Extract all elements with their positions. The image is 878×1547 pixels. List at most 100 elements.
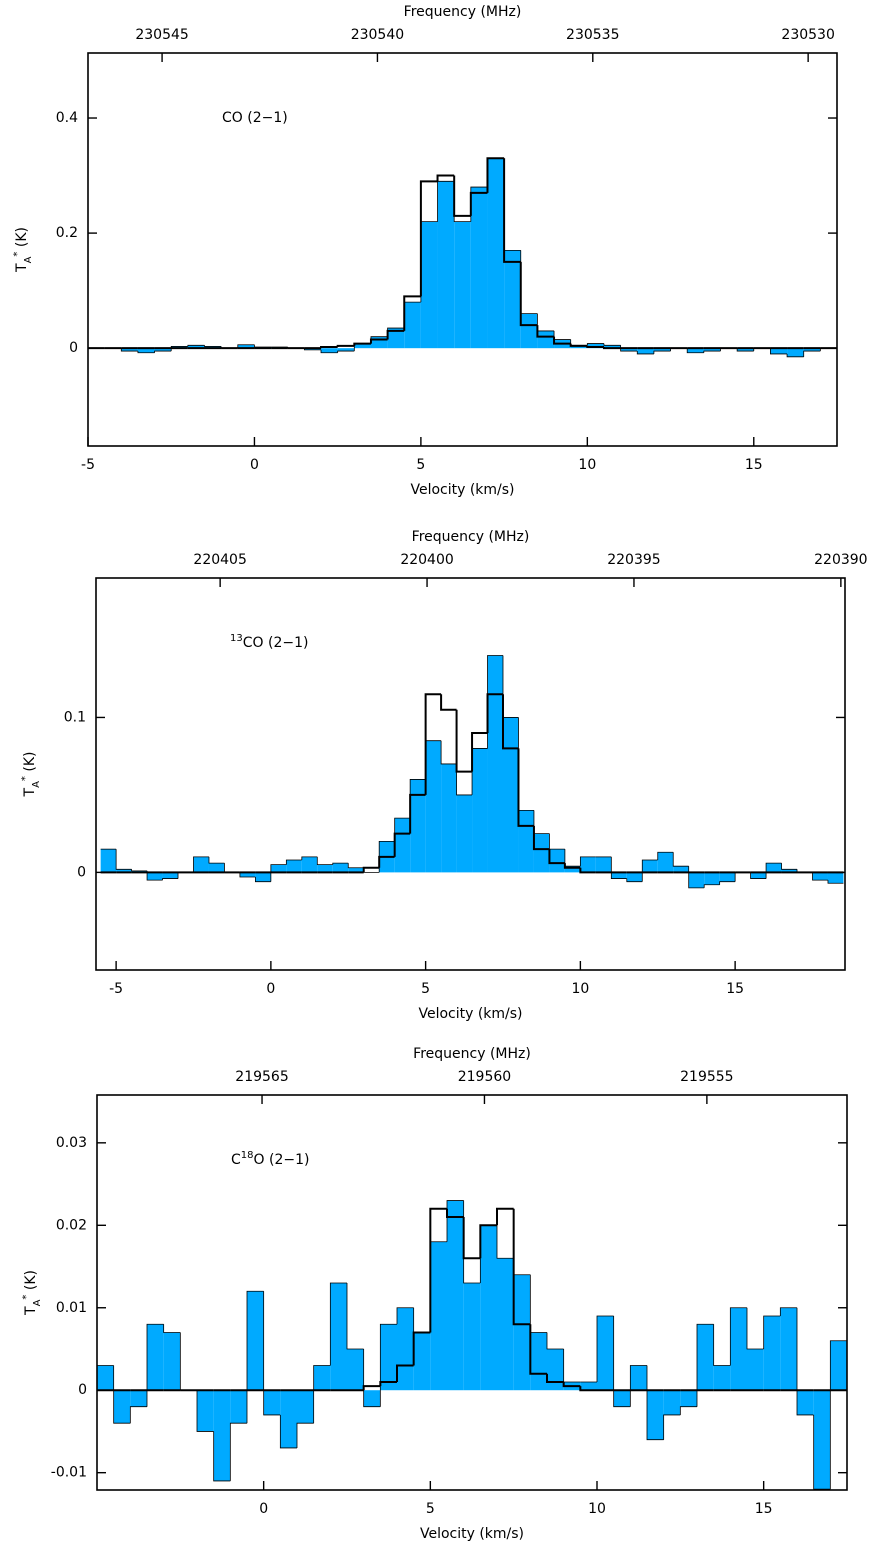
model-step bbox=[546, 1373, 564, 1383]
y-tick-label: 0.03 bbox=[56, 1135, 87, 1151]
channel-outline bbox=[603, 343, 621, 346]
channel-bar bbox=[347, 1348, 364, 1391]
model-step bbox=[469, 191, 488, 216]
y-axis-title-part: (K) bbox=[14, 227, 30, 252]
model-step bbox=[579, 1386, 597, 1392]
channel-outline bbox=[363, 1348, 381, 1408]
channel-bar bbox=[286, 859, 302, 873]
model-step bbox=[462, 1217, 481, 1260]
channel-bar bbox=[380, 1324, 397, 1391]
channel-outline bbox=[610, 856, 627, 879]
channel-bar bbox=[497, 1258, 514, 1391]
channel-outline bbox=[636, 351, 654, 355]
channel-bar bbox=[719, 872, 736, 882]
channel-bar bbox=[611, 872, 627, 879]
y-axis-title-part: * bbox=[20, 776, 31, 781]
channel-bar bbox=[154, 348, 172, 352]
model-step bbox=[496, 1207, 514, 1226]
channel-bar bbox=[480, 1225, 497, 1391]
model-step bbox=[436, 174, 455, 182]
channel-bar bbox=[549, 849, 565, 873]
channel-outline bbox=[329, 1282, 347, 1366]
channel-outline bbox=[496, 1225, 514, 1259]
model-step bbox=[320, 346, 338, 349]
y-tick-label: 0.02 bbox=[56, 1217, 87, 1233]
channel-bar bbox=[97, 1365, 114, 1391]
model-step bbox=[362, 866, 380, 873]
channel-outline bbox=[346, 1283, 364, 1350]
channel-outline bbox=[529, 1274, 547, 1333]
channel-outline bbox=[296, 1422, 314, 1448]
channel-bar bbox=[580, 1381, 597, 1391]
channel-bar bbox=[520, 313, 538, 349]
channel-bar bbox=[413, 1332, 431, 1391]
y-axis-title-part: (K) bbox=[22, 752, 38, 777]
channel-bar bbox=[487, 655, 503, 873]
channel-bar bbox=[630, 1365, 647, 1391]
y-axis-title: TA* (K) bbox=[20, 752, 42, 798]
line-annotation-part: CO (2−1) bbox=[222, 110, 288, 126]
channel-bar bbox=[437, 181, 455, 349]
model-step bbox=[453, 175, 471, 217]
model-step bbox=[512, 1208, 531, 1326]
channel-outline bbox=[688, 866, 705, 889]
channel-bar bbox=[116, 869, 132, 873]
channel-bar bbox=[454, 221, 471, 349]
channel-outline bbox=[320, 349, 338, 354]
model-step bbox=[569, 343, 588, 347]
channel-bar bbox=[239, 872, 256, 878]
model-step bbox=[378, 855, 395, 868]
line-annotation-part: CO (2−1) bbox=[243, 635, 309, 651]
channel-outline bbox=[396, 1307, 414, 1325]
channel-bar bbox=[113, 1390, 131, 1424]
model-step bbox=[517, 748, 534, 827]
channel-bar bbox=[394, 818, 411, 873]
channel-bar bbox=[213, 1390, 231, 1481]
channel-outline bbox=[187, 344, 205, 347]
channel-bar bbox=[688, 872, 705, 888]
channel-outline bbox=[781, 863, 798, 870]
channel-bar bbox=[404, 302, 421, 349]
channel-outline bbox=[379, 1323, 397, 1407]
model-step bbox=[409, 793, 426, 834]
channel-outline bbox=[537, 313, 555, 332]
channel-outline bbox=[137, 351, 155, 354]
x2-tick-label: 220405 bbox=[193, 552, 246, 568]
x2-tick-label: 219555 bbox=[680, 1069, 733, 1085]
frame bbox=[95, 577, 846, 971]
channel-bar bbox=[147, 872, 163, 881]
y-axis-title-part: A bbox=[23, 256, 34, 263]
model-step bbox=[455, 709, 473, 773]
channel-bar bbox=[163, 1332, 181, 1391]
channel-bar bbox=[680, 1390, 697, 1407]
model-step bbox=[479, 1224, 497, 1259]
model-step bbox=[424, 693, 442, 795]
x2-tick-label: 230545 bbox=[135, 27, 188, 43]
x-axis-title: Velocity (km/s) bbox=[420, 1526, 524, 1542]
channel-outline bbox=[553, 330, 571, 340]
channel-outline bbox=[440, 740, 457, 765]
model-step bbox=[486, 693, 503, 733]
channel-outline bbox=[204, 345, 222, 347]
channel-bar bbox=[502, 717, 519, 873]
channel-bar bbox=[537, 330, 555, 349]
line-annotation: CO (2−1) bbox=[222, 110, 288, 126]
channel-outline bbox=[827, 880, 844, 884]
x-tick-label: 15 bbox=[755, 1501, 773, 1517]
channel-bar bbox=[447, 1200, 464, 1391]
channel-bar bbox=[441, 763, 457, 873]
x2-tick-label: 230530 bbox=[781, 27, 834, 43]
channel-outline bbox=[686, 348, 704, 354]
line-annotation-part: O (2−1) bbox=[254, 1152, 310, 1168]
x-axis-title: Velocity (km/s) bbox=[410, 482, 514, 498]
channel-bar bbox=[321, 348, 338, 353]
channel-bar bbox=[770, 348, 788, 354]
channel-outline bbox=[696, 1323, 714, 1407]
y-tick-label: -0.01 bbox=[51, 1465, 87, 1481]
y-tick-label: 0 bbox=[78, 1382, 87, 1398]
y-tick-label: 0.2 bbox=[56, 225, 78, 241]
channel-bar bbox=[703, 348, 721, 352]
channel-outline bbox=[796, 1307, 814, 1416]
channel-bar bbox=[193, 856, 209, 873]
channel-bar bbox=[613, 1390, 631, 1407]
